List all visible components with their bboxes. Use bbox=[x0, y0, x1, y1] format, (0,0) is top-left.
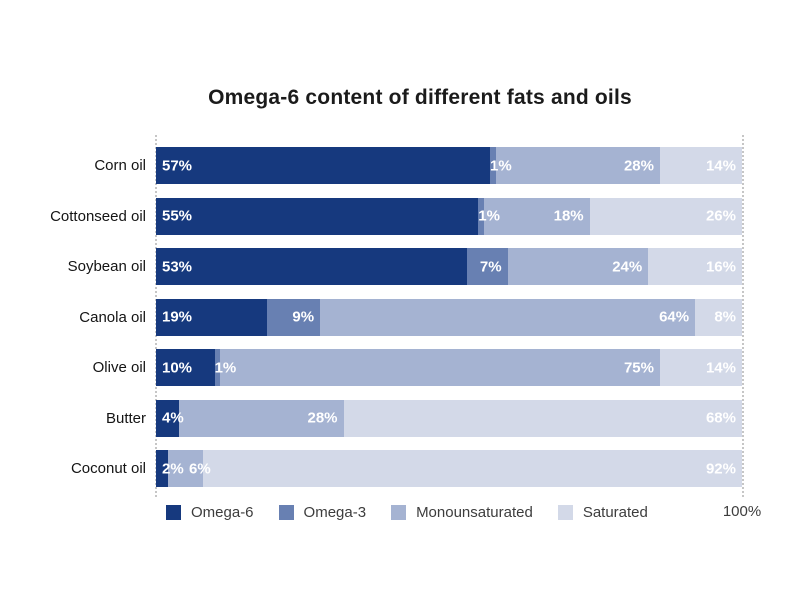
segment-value-label: 53% bbox=[162, 258, 193, 275]
bar-segment-saturated bbox=[648, 248, 742, 285]
segment-value-label: 57% bbox=[162, 157, 193, 174]
bar-segment-saturated bbox=[659, 349, 742, 386]
bar-row: Cottonseed oil 55% 1% 18% 26% bbox=[0, 197, 800, 235]
bar-track bbox=[156, 450, 742, 487]
legend-item-label: Monounsaturated bbox=[416, 503, 533, 521]
bar-segment-omega-3 bbox=[267, 298, 321, 336]
bar-track bbox=[156, 349, 742, 386]
bar-row: Butter 4% 28% 68% bbox=[0, 399, 800, 437]
legend-swatch-omega-6 bbox=[166, 504, 181, 520]
segment-value-label: 8% bbox=[714, 308, 736, 326]
bar-segment-omega-6 bbox=[156, 197, 479, 235]
bar-segment-omega-6 bbox=[156, 147, 491, 184]
legend-swatch-monounsaturated bbox=[391, 504, 407, 520]
gridline-100-percent bbox=[742, 135, 744, 497]
segment-value-label: 26% bbox=[705, 207, 736, 225]
bar-category-label: Cottonseed oil bbox=[50, 207, 146, 225]
bar-segment-saturated bbox=[202, 450, 742, 487]
bar-segment-omega-6 bbox=[156, 450, 168, 487]
bar-category-label: Canola oil bbox=[79, 308, 146, 326]
segment-value-label: 1% bbox=[490, 157, 512, 174]
legend-item-label: Omega-3 bbox=[303, 503, 367, 521]
segment-value-label: 2% bbox=[162, 460, 184, 477]
bar-segment-omega-6 bbox=[156, 298, 268, 336]
bar-value-labels: 55% 1% 18% 26% bbox=[156, 198, 742, 235]
bar-track bbox=[156, 298, 742, 336]
bar-rows: Corn oil 57% 1% 28% 14% Cottonseed oil 55% 1% 18… bbox=[0, 147, 800, 487]
segment-value-label: 64% bbox=[659, 308, 690, 326]
bar-segment-omega-3 bbox=[214, 349, 221, 386]
chart-title: Omega-6 content of different fats and oi… bbox=[208, 86, 632, 109]
segment-value-label: 1% bbox=[214, 359, 237, 376]
bar-row: Coconut oil 2% 6% 92% bbox=[0, 450, 800, 487]
bar-segment-saturated bbox=[589, 197, 742, 235]
segment-value-label: 18% bbox=[553, 207, 584, 225]
bar-segment-omega-3 bbox=[466, 248, 508, 285]
bar-track bbox=[156, 248, 742, 285]
bar-segment-saturated bbox=[695, 298, 742, 336]
segment-value-label: 92% bbox=[705, 460, 736, 477]
plot-area: Corn oil 57% 1% 28% 14% Cottonseed oil 55% 1% 18… bbox=[0, 135, 800, 497]
bar-segment-omega-3 bbox=[478, 197, 485, 235]
legend-item-label: Omega-6 bbox=[191, 503, 254, 521]
legend-item-omega-6: Omega-6 bbox=[166, 504, 254, 521]
segment-value-label: 7% bbox=[479, 258, 502, 275]
segment-value-label: 14% bbox=[705, 359, 736, 376]
legend-item-saturated: Saturated bbox=[557, 503, 648, 521]
bar-segment-omega-6 bbox=[156, 399, 180, 437]
segment-value-label: 14% bbox=[705, 157, 736, 174]
legend-swatch-omega-3 bbox=[278, 504, 294, 520]
bar-value-labels: 4% 28% 68% bbox=[156, 400, 742, 437]
bar-value-labels: 53% 7% 24% 16% bbox=[156, 248, 742, 285]
segment-value-label: 6% bbox=[189, 460, 211, 477]
bar-segment-monounsaturated bbox=[495, 147, 660, 184]
bar-value-labels: 19% 9% 64% 8% bbox=[156, 299, 742, 336]
bar-segment-monounsaturated bbox=[484, 197, 590, 235]
legend-item-label: Saturated bbox=[582, 503, 648, 521]
bar-row: Olive oil 10% 1% 75% 14% bbox=[0, 349, 800, 386]
segment-value-label: 24% bbox=[612, 258, 643, 275]
bar-segment-monounsaturated bbox=[167, 450, 203, 487]
legend-item-monounsaturated: Monounsaturated bbox=[391, 504, 533, 521]
segment-value-label: 55% bbox=[162, 207, 193, 225]
bar-segment-saturated bbox=[659, 147, 742, 184]
legend-swatch-saturated bbox=[557, 504, 573, 520]
bar-segment-monounsaturated bbox=[220, 349, 660, 386]
segment-value-label: 10% bbox=[162, 359, 193, 376]
bar-segment-monounsaturated bbox=[320, 298, 696, 336]
bar-segment-omega-6 bbox=[156, 349, 215, 386]
bar-row: Canola oil 19% 9% 64% 8% bbox=[0, 298, 800, 336]
bar-segment-omega-3 bbox=[490, 147, 496, 184]
bar-segment-saturated bbox=[343, 399, 742, 437]
axis-max-label: 100% bbox=[722, 503, 762, 520]
legend: Omega-6 Omega-3 Monounsaturated Saturated bbox=[166, 502, 648, 522]
bar-category-label: Corn oil bbox=[94, 157, 146, 174]
segment-value-label: 28% bbox=[307, 409, 338, 427]
bar-segment-monounsaturated bbox=[179, 399, 344, 437]
segment-value-label: 9% bbox=[292, 308, 315, 326]
segment-value-label: 68% bbox=[705, 409, 736, 427]
bar-category-label: Butter bbox=[105, 409, 146, 427]
segment-value-label: 1% bbox=[478, 207, 500, 225]
bar-value-labels: 10% 1% 75% 14% bbox=[156, 349, 742, 386]
segment-value-label: 19% bbox=[162, 308, 193, 326]
bar-segment-monounsaturated bbox=[507, 248, 649, 285]
bar-track bbox=[156, 147, 742, 184]
bar-row: Corn oil 57% 1% 28% 14% bbox=[0, 147, 800, 184]
bar-value-labels: 57% 1% 28% 14% bbox=[156, 147, 742, 184]
bar-row: Soybean oil 53% 7% 24% 16% bbox=[0, 248, 800, 285]
segment-value-label: 75% bbox=[623, 359, 654, 376]
bar-category-label: Coconut oil bbox=[70, 460, 146, 477]
bar-category-label: Soybean oil bbox=[67, 258, 146, 275]
bar-track bbox=[156, 197, 742, 235]
bar-value-labels: 2% 6% 92% bbox=[156, 450, 742, 487]
segment-value-label: 28% bbox=[623, 157, 654, 174]
bar-segment-omega-6 bbox=[156, 248, 467, 285]
segment-value-label: 4% bbox=[162, 409, 184, 427]
segment-value-label: 16% bbox=[705, 258, 736, 275]
legend-item-omega-3: Omega-3 bbox=[278, 503, 367, 521]
bar-category-label: Olive oil bbox=[92, 359, 146, 376]
bar-track bbox=[156, 399, 742, 437]
